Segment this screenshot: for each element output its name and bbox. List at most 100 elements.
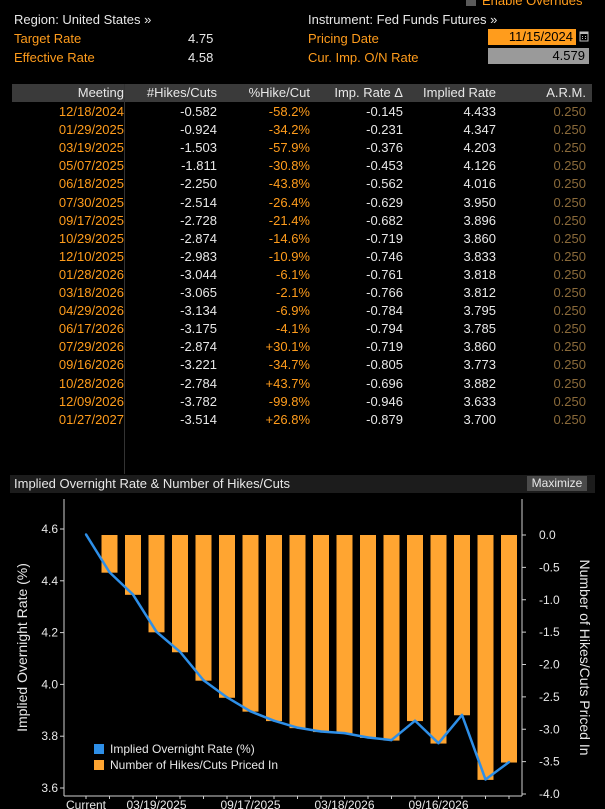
cell-imp-rate-delta: -0.805 bbox=[366, 357, 403, 373]
chart-bar bbox=[501, 535, 517, 763]
cell-arm: 0.250 bbox=[553, 321, 586, 337]
left-axis-tick-label: 3.8 bbox=[41, 729, 58, 743]
cell-arm: 0.250 bbox=[553, 176, 586, 192]
cell-arm: 0.250 bbox=[553, 248, 586, 264]
cell-implied-rate: 3.700 bbox=[463, 411, 496, 427]
implied-rate-point bbox=[296, 726, 299, 729]
cell-meeting: 06/17/2026 bbox=[58, 321, 124, 337]
implied-rate-point bbox=[507, 760, 511, 764]
chart-bar bbox=[360, 535, 376, 738]
cell-arm: 0.250 bbox=[553, 194, 586, 210]
cell-imp-rate-delta: -0.794 bbox=[366, 321, 403, 337]
chart-bar bbox=[313, 535, 329, 733]
overrides-checkbox[interactable] bbox=[466, 0, 476, 6]
implied-rate-point bbox=[437, 741, 440, 745]
cell-hikes-cuts: -2.784 bbox=[180, 375, 217, 391]
cell-pct-hike-cut: -26.4% bbox=[268, 194, 310, 210]
chart-bar bbox=[101, 535, 118, 573]
table-row[interactable]: 01/27/2027 -3.514 +26.8% -0.879 3.700 0.250 bbox=[12, 411, 592, 429]
chart-panel: Implied Overnight Rate & Number of Hikes… bbox=[10, 475, 595, 809]
cell-hikes-cuts: -2.874 bbox=[180, 230, 217, 246]
col-header-arm[interactable]: A.R.M. bbox=[546, 85, 586, 100]
col-header-imp-rate-delta[interactable]: Imp. Rate Δ bbox=[334, 85, 403, 100]
pricing-date-label: Pricing Date bbox=[308, 31, 379, 46]
x-axis-tick-label: 03/18/2026 bbox=[314, 798, 374, 809]
cell-imp-rate-delta: -0.879 bbox=[366, 411, 403, 427]
table-row[interactable]: 06/17/2026 -3.175 -4.1% -0.794 3.785 0.250 bbox=[12, 320, 592, 338]
cell-hikes-cuts: -2.514 bbox=[180, 194, 217, 210]
table-row[interactable]: 03/18/2026 -3.065 -2.1% -0.766 3.812 0.250 bbox=[12, 284, 592, 302]
table-row[interactable]: 06/18/2025 -2.250 -43.8% -0.562 4.016 0.250 bbox=[12, 175, 592, 193]
implied-rate-point bbox=[225, 696, 229, 699]
cell-implied-rate: 3.950 bbox=[463, 194, 496, 210]
col-header-hikes-cuts[interactable]: #Hikes/Cuts bbox=[146, 85, 217, 100]
table-row[interactable]: 09/17/2025 -2.728 -21.4% -0.682 3.896 0.250 bbox=[12, 212, 592, 230]
cell-hikes-cuts: -1.811 bbox=[181, 158, 217, 174]
cell-pct-hike-cut: -10.9% bbox=[268, 248, 310, 264]
implied-rate-point bbox=[108, 571, 111, 574]
right-axis-tick-label: -3.5 bbox=[539, 755, 560, 769]
cell-implied-rate: 3.833 bbox=[463, 248, 496, 264]
cur-imp-rate-label: Cur. Imp. O/N Rate bbox=[308, 50, 419, 65]
chart-title-bar: Implied Overnight Rate & Number of Hikes… bbox=[10, 475, 595, 493]
calendar-icon[interactable] bbox=[579, 29, 589, 45]
table-row[interactable]: 05/07/2025 -1.811 -30.8% -0.453 4.126 0.250 bbox=[12, 157, 592, 175]
pricing-date-input[interactable]: 11/15/2024 bbox=[488, 29, 576, 45]
table-row[interactable]: 09/16/2026 -3.221 -34.7% -0.805 3.773 0.250 bbox=[12, 356, 592, 374]
table-row[interactable]: 01/28/2026 -3.044 -6.1% -0.761 3.818 0.250 bbox=[12, 266, 592, 284]
cell-meeting: 01/29/2025 bbox=[58, 122, 124, 138]
cell-hikes-cuts: -2.983 bbox=[180, 248, 217, 264]
cell-meeting: 03/19/2025 bbox=[58, 140, 124, 156]
cell-implied-rate: 3.633 bbox=[463, 393, 496, 409]
maximize-button[interactable]: Maximize bbox=[527, 476, 587, 491]
chart-bar bbox=[289, 535, 306, 729]
cell-hikes-cuts: -3.782 bbox=[180, 393, 217, 409]
chart-bar bbox=[219, 535, 235, 698]
cell-hikes-cuts: -3.221 bbox=[180, 357, 217, 373]
cell-pct-hike-cut: -57.9% bbox=[268, 140, 310, 156]
table-row[interactable]: 12/10/2025 -2.983 -10.9% -0.746 3.833 0.250 bbox=[12, 248, 592, 266]
table-row[interactable]: 12/09/2026 -3.782 -99.8% -0.946 3.633 0.250 bbox=[12, 393, 592, 411]
cell-implied-rate: 3.818 bbox=[463, 266, 496, 282]
implied-rate-point bbox=[366, 736, 370, 739]
cell-implied-rate: 3.785 bbox=[463, 321, 496, 337]
cell-imp-rate-delta: -0.231 bbox=[366, 122, 403, 138]
cell-implied-rate: 3.860 bbox=[463, 230, 496, 246]
implied-rate-point bbox=[131, 593, 135, 596]
table-row[interactable]: 12/18/2024 -0.582 -58.2% -0.145 4.433 0.250 bbox=[12, 103, 592, 121]
chart-canvas: 4.6 4.4 4.2 4.0 3.8 3.6 0.0 -0.5 -1.0 -1.5 -2.0 -2.… bbox=[14, 499, 593, 809]
table-row[interactable]: 01/29/2025 -0.924 -34.2% -0.231 4.347 0.250 bbox=[12, 121, 592, 139]
table-row[interactable]: 10/29/2025 -2.874 -14.6% -0.719 3.860 0.250 bbox=[12, 230, 592, 248]
implied-rate-point bbox=[272, 719, 276, 722]
cell-imp-rate-delta: -0.145 bbox=[366, 104, 403, 119]
implied-rate-point bbox=[484, 778, 487, 781]
cur-imp-rate-field[interactable]: 4.579 bbox=[488, 48, 589, 64]
table-row[interactable]: 04/29/2026 -3.134 -6.9% -0.784 3.795 0.250 bbox=[12, 302, 592, 320]
implied-rate-point bbox=[413, 719, 417, 722]
chart-bar bbox=[195, 535, 212, 681]
instrument-selector[interactable]: Instrument: Fed Funds Futures » bbox=[308, 12, 498, 27]
cell-implied-rate: 4.126 bbox=[463, 158, 496, 174]
table-row[interactable]: 03/19/2025 -1.503 -57.9% -0.376 4.203 0.250 bbox=[12, 139, 592, 157]
implied-rate-point bbox=[343, 731, 346, 735]
cell-imp-rate-delta: -0.946 bbox=[366, 393, 403, 409]
cell-imp-rate-delta: -0.746 bbox=[366, 248, 403, 264]
cell-imp-rate-delta: -0.562 bbox=[366, 176, 403, 192]
col-header-implied-rate[interactable]: Implied Rate bbox=[423, 85, 496, 100]
cell-implied-rate: 3.860 bbox=[463, 339, 496, 355]
col-header-pct-hike-cut[interactable]: %Hike/Cut bbox=[248, 85, 310, 100]
chart-bar bbox=[383, 535, 400, 741]
cell-hikes-cuts: -3.134 bbox=[180, 303, 217, 319]
right-axis-tick-label: -1.0 bbox=[539, 593, 560, 607]
cell-pct-hike-cut: -6.1% bbox=[276, 266, 310, 282]
table-row[interactable]: 07/29/2026 -2.874 +30.1% -0.719 3.860 0.250 bbox=[12, 338, 592, 356]
table-row[interactable]: 10/28/2026 -2.784 +43.7% -0.696 3.882 0.250 bbox=[12, 375, 592, 393]
cell-meeting: 12/09/2026 bbox=[58, 393, 124, 409]
chart-bar bbox=[125, 535, 141, 595]
region-selector[interactable]: Region: United States » bbox=[14, 12, 152, 27]
col-header-meeting[interactable]: Meeting bbox=[77, 85, 124, 100]
table-row[interactable]: 07/30/2025 -2.514 -26.4% -0.629 3.950 0.250 bbox=[12, 194, 592, 212]
target-rate-label: Target Rate bbox=[14, 31, 82, 46]
cell-implied-rate: 3.896 bbox=[463, 212, 496, 228]
left-axis-tick-label: 4.4 bbox=[41, 574, 58, 588]
